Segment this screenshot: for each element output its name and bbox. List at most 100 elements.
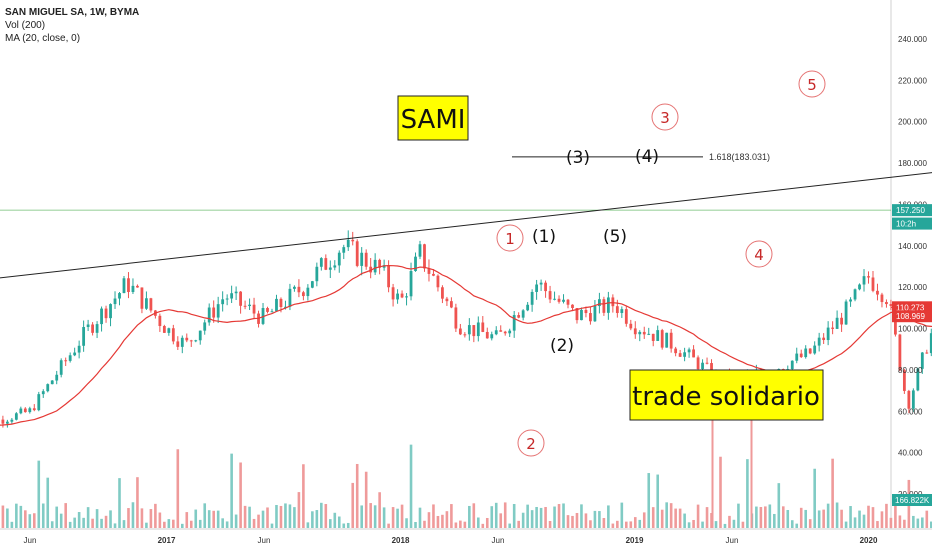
time-tick-label: 2018 bbox=[392, 536, 410, 545]
candle-body bbox=[122, 278, 126, 294]
price-tick-label: 40.000 bbox=[898, 449, 923, 458]
legend-symbol[interactable]: SAN MIGUEL SA, 1W, BYMA bbox=[5, 7, 140, 18]
legend-volume[interactable]: Vol (200) bbox=[5, 20, 46, 31]
candle-body bbox=[391, 287, 395, 300]
volume-bar bbox=[822, 509, 825, 528]
candle-body bbox=[817, 337, 821, 346]
candle-body bbox=[521, 310, 525, 318]
volume-bar bbox=[225, 521, 229, 528]
price-tick-label: 140.000 bbox=[898, 242, 927, 251]
volume-bar bbox=[660, 509, 664, 528]
candle-body bbox=[441, 287, 444, 299]
candle-body bbox=[19, 408, 23, 414]
candle-body bbox=[243, 305, 247, 307]
last-price-label-box bbox=[892, 204, 932, 217]
volume-bar bbox=[862, 514, 866, 528]
candle-body bbox=[598, 299, 601, 307]
volume-bar bbox=[315, 510, 319, 528]
candle-body bbox=[463, 334, 467, 336]
time-axis[interactable]: Jun2017Jun2018Jun2019Jun2020Jun2021Jun20… bbox=[24, 536, 932, 545]
candle-body bbox=[692, 349, 695, 358]
candle-body bbox=[571, 304, 574, 309]
volume-bar bbox=[382, 507, 386, 528]
candle-body bbox=[46, 384, 50, 392]
price-tick-label: 80.000 bbox=[898, 366, 923, 375]
volume-bar bbox=[207, 510, 211, 528]
volume-bar bbox=[714, 521, 718, 528]
volume-bar bbox=[337, 516, 341, 528]
volume-bar bbox=[284, 503, 287, 528]
candle-body bbox=[171, 328, 175, 342]
volume-bar bbox=[158, 512, 162, 528]
candle-body bbox=[624, 309, 628, 324]
volume-bar bbox=[589, 520, 592, 528]
volume-label: 166.822K bbox=[895, 496, 930, 505]
candle-body bbox=[849, 299, 852, 302]
candle-body bbox=[405, 296, 408, 298]
wave-label-circle bbox=[517, 429, 545, 457]
price-axis[interactable]: 20.00040.00060.00080.000100.000120.00014… bbox=[892, 35, 932, 506]
candle-body bbox=[337, 252, 341, 266]
volume-bar bbox=[436, 515, 440, 528]
volume-bar bbox=[243, 505, 247, 528]
candle-body bbox=[14, 413, 18, 420]
volume-bar bbox=[46, 477, 50, 528]
candle-body bbox=[526, 304, 530, 311]
volume-bar bbox=[15, 503, 18, 528]
volume-bar bbox=[239, 462, 242, 528]
candle-body bbox=[925, 352, 929, 354]
candle-body bbox=[822, 337, 826, 341]
candle-body bbox=[10, 419, 14, 422]
candle-body bbox=[378, 259, 382, 268]
candle-body bbox=[920, 352, 924, 369]
candle-body bbox=[55, 374, 59, 381]
volume-bar bbox=[647, 473, 651, 528]
volume-bar bbox=[279, 505, 283, 528]
countdown-label-box bbox=[892, 217, 932, 230]
candle-body bbox=[324, 258, 328, 270]
candle-body bbox=[315, 266, 319, 282]
volume-bar bbox=[746, 459, 749, 528]
candle-body bbox=[647, 333, 651, 335]
volume-bar bbox=[651, 507, 655, 528]
volume-bar bbox=[723, 523, 727, 528]
candle-body bbox=[136, 285, 139, 288]
candle-body bbox=[41, 391, 45, 395]
volume-bar bbox=[248, 506, 251, 528]
candle-body bbox=[180, 337, 184, 347]
candle-body bbox=[95, 324, 99, 333]
volume-bar bbox=[64, 503, 67, 528]
candle-body bbox=[858, 284, 861, 290]
candle-body bbox=[799, 353, 803, 358]
candle-body bbox=[476, 322, 480, 337]
legend-moving-average[interactable]: MA (20, close, 0) bbox=[5, 33, 81, 44]
volume-bar bbox=[198, 519, 202, 528]
candle-body bbox=[248, 304, 251, 307]
candle-body bbox=[275, 298, 278, 312]
volume-bar bbox=[252, 518, 256, 528]
volume-bar bbox=[37, 460, 41, 528]
candle-body bbox=[176, 341, 180, 347]
candle-body bbox=[113, 298, 117, 305]
candle-body bbox=[288, 288, 292, 307]
candle-body bbox=[351, 239, 355, 242]
candle-body bbox=[409, 271, 413, 297]
volume-bar bbox=[764, 506, 767, 528]
candle-body bbox=[28, 408, 32, 413]
candle-body bbox=[880, 294, 884, 303]
volume-bar bbox=[687, 522, 691, 528]
candle-body bbox=[580, 309, 583, 321]
sami-label: SAMI bbox=[401, 105, 466, 135]
candle-body bbox=[109, 304, 112, 319]
candle-body bbox=[73, 352, 77, 356]
candle-body bbox=[68, 355, 72, 361]
candle-body bbox=[458, 328, 462, 335]
volume-bar bbox=[633, 517, 637, 528]
candle-body bbox=[642, 331, 646, 335]
wave-label-red: 1 bbox=[505, 230, 515, 248]
candle-body bbox=[490, 334, 494, 339]
wave-label-black: (5) bbox=[603, 227, 627, 247]
candle-body bbox=[611, 297, 615, 307]
volume-bar bbox=[755, 506, 758, 528]
